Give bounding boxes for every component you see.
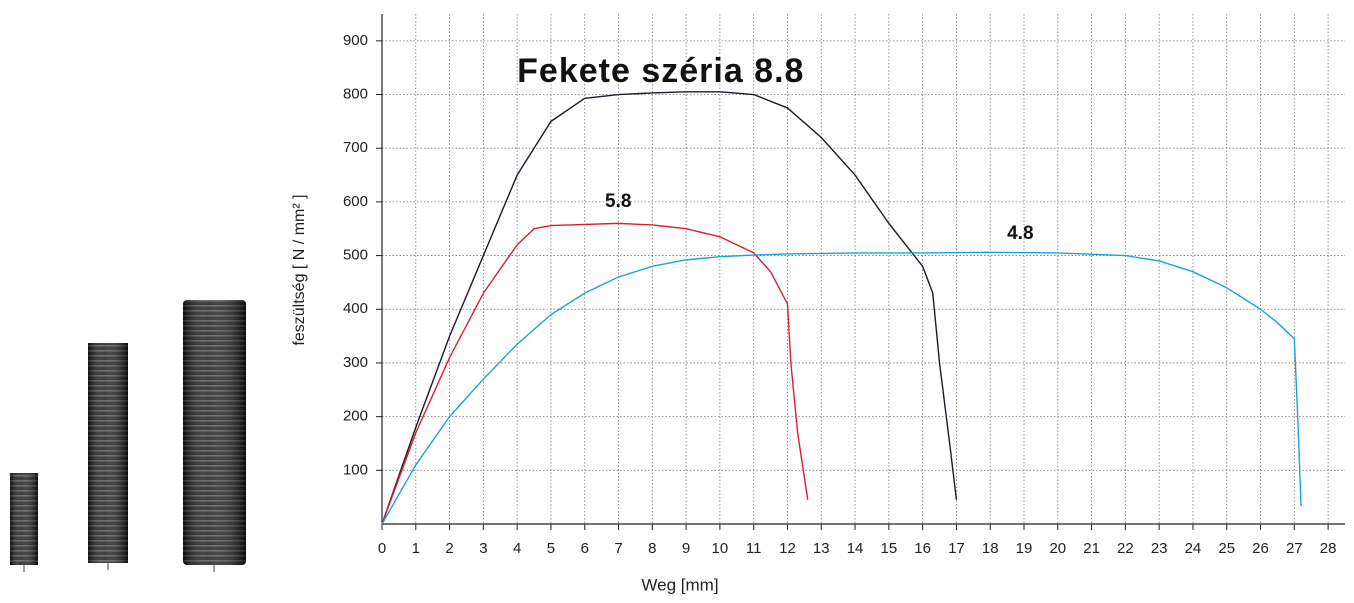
y-tick-label: 100 xyxy=(343,461,368,478)
x-tick-label: 20 xyxy=(1049,540,1066,557)
rod-photo xyxy=(10,300,246,572)
x-tick-label: 10 xyxy=(712,540,729,557)
x-tick-label: 6 xyxy=(581,540,589,557)
x-tick-label: 0 xyxy=(378,540,386,557)
y-tick-label: 400 xyxy=(343,300,368,317)
x-axis-label: Weg [mm] xyxy=(641,575,718,594)
x-tick-label: 23 xyxy=(1151,540,1168,557)
series-line xyxy=(381,91,958,525)
x-tick-label: 27 xyxy=(1286,540,1303,557)
x-tick-label: 15 xyxy=(880,540,897,557)
annotation: 5.8 xyxy=(605,191,631,212)
x-tick-label: 8 xyxy=(648,540,656,557)
x-tick-label: 17 xyxy=(948,540,965,557)
x-tick-label: 4 xyxy=(513,540,521,557)
series-line xyxy=(381,251,1302,525)
x-tick-label: 13 xyxy=(813,540,830,557)
x-tick-label: 14 xyxy=(847,540,864,557)
annotation: 4.8 xyxy=(1007,223,1033,244)
y-tick-label: 300 xyxy=(343,354,368,371)
x-tick-label: 26 xyxy=(1252,540,1269,557)
x-tick-label: 2 xyxy=(445,540,453,557)
x-tick-label: 1 xyxy=(412,540,420,557)
x-tick-label: 21 xyxy=(1083,540,1100,557)
y-tick-label: 200 xyxy=(343,408,368,425)
x-tick-label: 11 xyxy=(746,540,762,557)
annotation: Fekete széria 8.8 xyxy=(517,52,804,90)
x-tick-label: 22 xyxy=(1117,540,1134,557)
x-tick-label: 28 xyxy=(1320,540,1337,557)
y-tick-label: 800 xyxy=(343,85,368,102)
x-tick-label: 9 xyxy=(682,540,690,557)
y-axis-label: feszültség [ N / mm² ] xyxy=(291,194,308,345)
y-tick-label: 500 xyxy=(343,247,368,264)
x-tick-label: 16 xyxy=(914,540,931,557)
x-tick-label: 5 xyxy=(547,540,555,557)
x-tick-label: 19 xyxy=(1016,540,1033,557)
x-tick-label: 25 xyxy=(1218,540,1235,557)
x-tick-label: 12 xyxy=(779,540,796,557)
y-tick-label: 700 xyxy=(343,139,368,156)
series-line xyxy=(381,222,809,525)
y-tick-label: 600 xyxy=(343,193,368,210)
x-tick-label: 7 xyxy=(614,540,622,557)
x-tick-label: 3 xyxy=(479,540,487,557)
y-tick-label: 900 xyxy=(343,32,368,49)
x-tick-label: 24 xyxy=(1185,540,1202,557)
x-tick-label: 18 xyxy=(982,540,999,557)
